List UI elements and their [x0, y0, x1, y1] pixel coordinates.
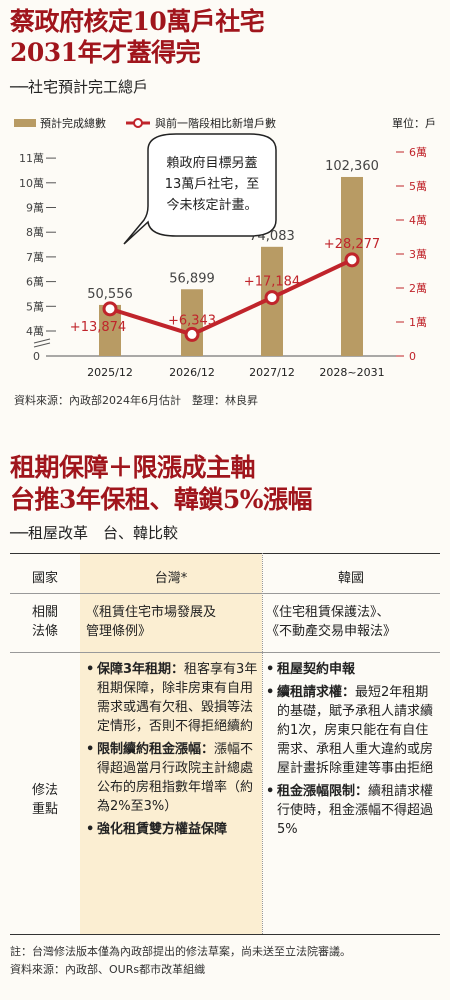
table-rule: [10, 593, 440, 594]
axis-break: [33, 342, 51, 348]
korea-point-heading: 租屋契約申報: [277, 662, 356, 677]
row-label-line: 修法: [31, 783, 58, 798]
korea-point: 租金漲幅限制：續租請求權行使時，租金漲幅不得超過5%: [266, 782, 438, 839]
korea-law: 《住宅租賃保護法》、 《不動產交易申報法》: [266, 603, 440, 641]
right-tick-label: 5萬: [409, 180, 427, 193]
table-subtitle: ──租屋改革 台、韓比較: [10, 524, 179, 542]
chart-title-line2: 2031年才蓋得完: [10, 38, 201, 67]
korea-point-heading: 續租請求權：: [277, 685, 356, 700]
left-tick-label: 10萬: [19, 177, 44, 190]
table-rule: [10, 652, 440, 653]
right-tick-label: 2萬: [409, 282, 427, 295]
taiwan-column-bg: [80, 553, 262, 934]
legend-bar-label: 預計完成總數: [40, 116, 106, 130]
korea-point-text: 續租請求權行使時，租金漲幅不得超過5%: [277, 784, 434, 837]
chart-subtitle: ──社宅預計完工總戶: [10, 78, 149, 96]
taiwan-point: 強化租賃雙方權益保障: [86, 820, 258, 839]
taiwan-point: 保障3年租期：租客享有3年租期保障，除非房東有自用需求或遇有欠租、毀損等法定情形…: [86, 660, 258, 736]
left-tick-label: 0: [33, 350, 40, 363]
annotation-text: 賴政府目標另蓋: [166, 156, 257, 171]
line-point: [344, 252, 360, 268]
line-value-label: +17,184: [244, 275, 300, 290]
annotation-bubble: [123, 133, 277, 245]
header-country: 國家: [31, 571, 58, 586]
table-title-line2: 台推3年保租、韓鎖5%漲幅: [10, 485, 313, 514]
housing-chart: 預計完成總數 與前一階段相比新增戶數 單位：戶 0 4萬 5萬 6萬 7萬 8萬 9萬 10萬 11萬…: [14, 116, 436, 379]
header-korea: 韓國: [337, 571, 364, 586]
left-tick-label: 8萬: [26, 226, 44, 239]
line-point: [264, 290, 280, 306]
korea-point: 續租請求權：最短2年租期的基礎，賦予承租人請求續約1次，房東只能在有自住需求、承…: [266, 683, 438, 778]
table-bottom-rule: [10, 934, 440, 935]
right-tick-label: 3萬: [409, 248, 427, 261]
line-point: [102, 301, 118, 317]
korea-points: 租屋契約申報續租請求權：最短2年租期的基礎，賦予承租人請求續約1次，房東只能在有…: [266, 660, 438, 843]
korea-point-heading: 租金漲幅限制：: [277, 784, 369, 799]
korea-law-line: 《住宅租賃保護法》、: [266, 605, 390, 620]
right-tick-label: 0: [409, 350, 416, 363]
korea-point-text: 最短2年租期的基礎，賦予承租人請求續約1次，房東只能在有自住需求、承租人重大違約…: [277, 685, 434, 776]
row-label-line: 重點: [31, 802, 58, 817]
bar-value-label: 102,360: [325, 159, 379, 174]
left-tick-label: 4萬: [26, 325, 44, 338]
legend-line-label: 與前一階段相比新增戶數: [155, 116, 276, 130]
header-taiwan: 台灣*: [154, 571, 188, 586]
line-value-label: +13,874: [70, 320, 126, 335]
line-value-label: +28,277: [324, 237, 380, 252]
left-tick-label: 9萬: [26, 202, 44, 215]
chart-title-line1: 蔡政府核定10萬戶社宅: [10, 7, 265, 36]
line-value-label: +6,343: [168, 313, 216, 328]
table-source: 資料來源：內政部、OURs都市改革組織: [10, 963, 206, 976]
axis-break: [33, 338, 51, 344]
taiwan-points: 保障3年租期：租客享有3年租期保障，除非房東有自用需求或遇有欠租、毀損等法定情形…: [86, 660, 258, 843]
line-point: [184, 326, 200, 342]
table-col-divider: [262, 553, 263, 934]
taiwan-point-heading: 強化租賃雙方權益保障: [97, 822, 228, 837]
table-top-rule: [10, 553, 440, 554]
bar-value-label: 50,556: [87, 287, 133, 302]
row-label-points: 修法 重點: [10, 781, 80, 819]
chart-source: 資料來源：內政部2024年6月估計 整理：林良昇: [14, 394, 258, 407]
row-label-line: 相關: [31, 605, 58, 620]
right-tick-label: 1萬: [409, 316, 427, 329]
x-tick-label: 2028~2031: [319, 366, 384, 379]
taiwan-point-heading: 保障3年租期：: [97, 662, 185, 677]
taiwan-law: 《租賃住宅市場發展及 管理條例》: [86, 603, 258, 641]
right-tick-label: 6萬: [409, 146, 427, 159]
table-note: 註：台灣修法版本僅為內政部提出的修法草案，尚未送至立法院審議。: [10, 945, 351, 958]
line-series: [109, 258, 353, 337]
left-tick-label: 6萬: [26, 276, 44, 289]
unit-label: 單位：戶: [392, 116, 436, 130]
korea-law-line: 《不動產交易申報法》: [266, 624, 397, 639]
x-tick-label: 2025/12: [87, 366, 133, 379]
bar: [99, 304, 121, 356]
annotation-text: 13萬戶社宅，至: [165, 176, 260, 192]
table-title-line1: 租期保障＋限漲成主軸: [10, 453, 256, 482]
annotation-text: 今未核定計畫。: [166, 197, 257, 213]
taiwan-point-text: 租客享有3年租期保障，除非房東有自用需求或遇有欠租、毀損等法定情形，否則不得拒絕…: [97, 662, 258, 734]
row-label-law: 相關 法條: [10, 603, 80, 641]
legend-line-marker: [133, 118, 143, 128]
taiwan-point-heading: 限制續約租金漲幅：: [97, 742, 215, 757]
taiwan-point-text: 漲幅不得超過當月行政院主計總處公布的房租指數年增率（約為2%至3%）: [97, 742, 254, 814]
left-tick-label: 11萬: [19, 152, 44, 165]
x-tick-label: 2026/12: [169, 366, 215, 379]
legend-bar-swatch: [14, 119, 36, 127]
x-tick-label: 2027/12: [249, 366, 295, 379]
left-tick-label: 5萬: [26, 300, 44, 313]
taiwan-point: 限制續約租金漲幅：漲幅不得超過當月行政院主計總處公布的房租指數年增率（約為2%至…: [86, 740, 258, 816]
taiwan-law-line: 管理條例》: [86, 624, 152, 639]
taiwan-law-line: 《租賃住宅市場發展及: [86, 605, 217, 620]
left-tick-label: 7萬: [26, 251, 44, 264]
row-label-line: 法條: [31, 624, 58, 639]
korea-point: 租屋契約申報: [266, 660, 438, 679]
right-tick-label: 4萬: [409, 214, 427, 227]
bar-value-label: 56,899: [169, 271, 215, 286]
